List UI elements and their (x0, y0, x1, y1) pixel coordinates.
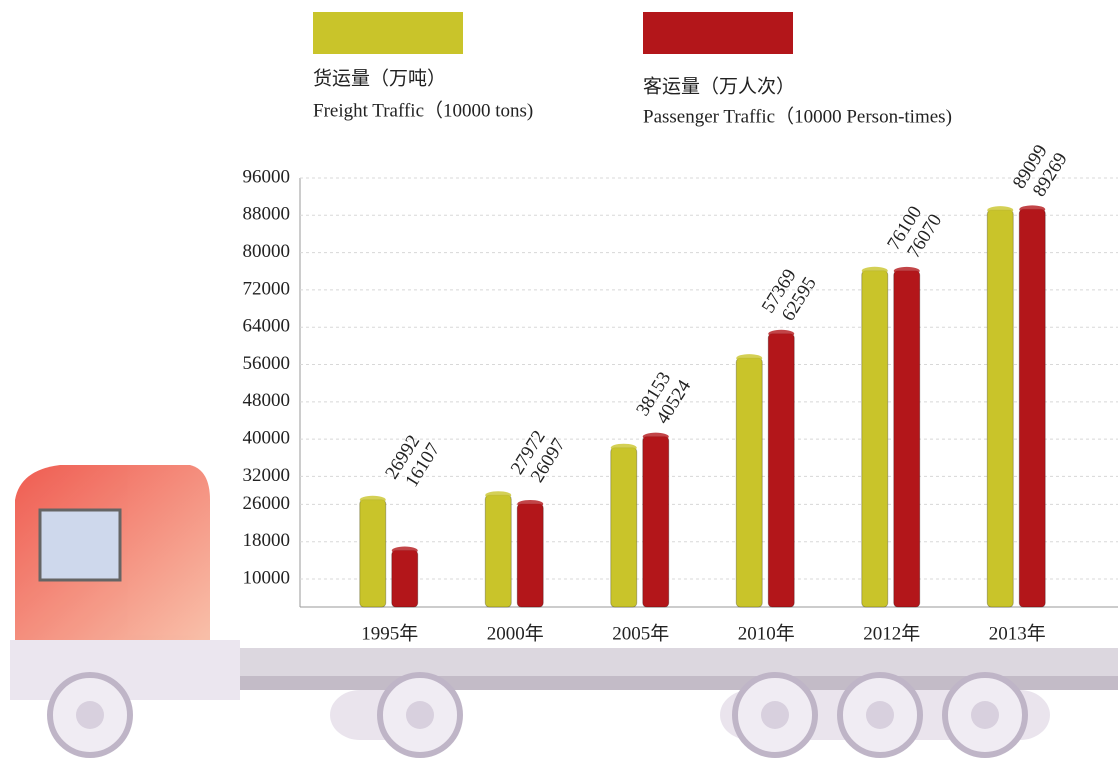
y-tick-label: 26000 (243, 493, 291, 514)
bar (736, 358, 762, 607)
y-tick-label: 48000 (243, 390, 291, 411)
bar (987, 210, 1013, 607)
legend-label-en: Freight Traffic（10000 tons) (313, 99, 533, 121)
bar-cap (643, 433, 669, 441)
bar-cap (862, 267, 888, 275)
bar-cap (360, 496, 386, 504)
bar-cap (1019, 205, 1045, 213)
bar (894, 271, 920, 607)
legend-label: 客运量（万人次） (643, 75, 795, 97)
bar (643, 437, 669, 607)
y-tick-label: 80000 (243, 241, 291, 262)
bar-cap (894, 267, 920, 275)
bar-cap (611, 444, 637, 452)
legend-swatch (313, 12, 463, 54)
y-tick-label: 32000 (243, 465, 291, 486)
bar (1019, 209, 1045, 607)
bar (768, 334, 794, 607)
y-tick-label: 72000 (243, 278, 291, 299)
y-tick-label: 40000 (243, 427, 291, 448)
x-tick-label: 2012年 (863, 622, 920, 644)
truck-illustration (10, 465, 1118, 755)
bar-cap (987, 206, 1013, 214)
x-tick-label: 2000年 (487, 622, 544, 644)
legend-swatch (643, 12, 793, 54)
bar-cap (517, 500, 543, 508)
x-tick-label: 2013年 (989, 622, 1046, 644)
bar-cap (768, 330, 794, 338)
legend-label-en: Passenger Traffic（10000 Person-times) (643, 105, 952, 127)
bar-cap (736, 354, 762, 362)
bar-cap (392, 547, 418, 555)
bar (611, 448, 637, 607)
y-tick-label: 88000 (243, 204, 291, 225)
x-tick-label: 2005年 (612, 622, 669, 644)
y-tick-label: 96000 (243, 166, 291, 187)
bar-cap (485, 491, 511, 499)
bar (485, 495, 511, 607)
x-tick-label: 2010年 (738, 622, 795, 644)
y-tick-label: 18000 (243, 530, 291, 551)
page: 96000 88000 80000 72000 64000 56000 48000 40000… (0, 0, 1118, 770)
x-tick-label: 1995年 (361, 622, 418, 644)
legend-label: 货运量（万吨） (313, 67, 446, 89)
bar (517, 504, 543, 607)
bar (862, 271, 888, 607)
y-tick-label: 56000 (243, 353, 291, 374)
bar (392, 551, 418, 607)
y-tick-label: 10000 (243, 567, 291, 588)
bar (360, 500, 386, 607)
y-tick-label: 64000 (243, 316, 291, 337)
chart: 96000 88000 80000 72000 64000 56000 48000 40000… (0, 0, 1118, 770)
